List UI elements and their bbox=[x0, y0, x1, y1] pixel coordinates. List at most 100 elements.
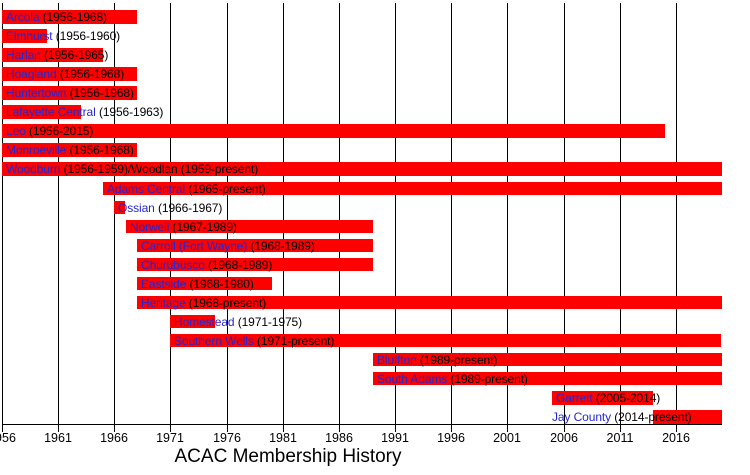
school-name-link[interactable]: Adams Central bbox=[107, 181, 189, 196]
timeline-bar bbox=[552, 391, 653, 405]
membership-years-text: (1956-1968) bbox=[69, 143, 134, 158]
gridline-1996 bbox=[451, 3, 452, 424]
membership-years-text: (1971-1975) bbox=[237, 314, 302, 329]
timeline-bar bbox=[2, 162, 722, 176]
x-axis-line bbox=[2, 424, 722, 425]
x-axis-tick-label: 1966 bbox=[100, 431, 128, 445]
gridline-2011 bbox=[620, 3, 621, 424]
school-name-link[interactable]: Ossian bbox=[118, 200, 158, 215]
timeline-row-label: Jay County (2014-present) bbox=[552, 410, 692, 424]
timeline-row-label: Ossian (1966-1967) bbox=[118, 201, 222, 215]
timeline-row-label: Bluffton (1989-present) bbox=[377, 353, 497, 367]
timeline-bar bbox=[653, 410, 722, 424]
membership-years-text: (2014-present) bbox=[614, 410, 692, 425]
x-axis-tick-label: 1991 bbox=[381, 431, 409, 445]
school-name-link[interactable]: Heritage bbox=[141, 295, 189, 310]
membership-years-text: (1971-present) bbox=[257, 333, 335, 348]
school-name-link[interactable]: Bluffton bbox=[377, 352, 420, 367]
x-axis-tick-label: 1961 bbox=[44, 431, 72, 445]
gridline-1991 bbox=[395, 3, 396, 424]
timeline-row-label: Garrett (2005-2014) bbox=[556, 391, 660, 405]
x-axis-tick bbox=[395, 424, 396, 432]
timeline-row-label: Heritage (1968-present) bbox=[141, 296, 266, 310]
timeline-row-label: South Adams (1989-present) bbox=[377, 372, 528, 386]
timeline-row-label: Elmhurst (1956-1960) bbox=[6, 29, 120, 43]
x-axis-tick-label: 1956 bbox=[0, 431, 16, 445]
x-axis-tick bbox=[339, 424, 340, 432]
school-name-link[interactable]: Jay County bbox=[552, 410, 615, 425]
membership-years-text: (1956-1959)/Woodlan (1959-present) bbox=[63, 162, 259, 177]
school-name-link[interactable]: South Adams bbox=[377, 371, 451, 386]
membership-years-text: (1968-1989) bbox=[207, 257, 273, 272]
x-axis-tick-label: 1971 bbox=[156, 431, 184, 445]
x-axis-tick-label: 2011 bbox=[606, 431, 634, 445]
school-name-link[interactable]: Monroeville bbox=[6, 143, 70, 158]
membership-years-text: (1968-1980) bbox=[189, 276, 254, 291]
school-name-link[interactable]: Elmhurst bbox=[6, 29, 56, 44]
timeline-bar bbox=[114, 200, 125, 214]
school-name-link[interactable]: Churubusco bbox=[141, 257, 208, 272]
membership-years-text: (1966-1967) bbox=[157, 200, 223, 215]
membership-years-text: (1956-1960) bbox=[55, 29, 121, 44]
timeline-bar bbox=[2, 67, 137, 81]
school-name-link[interactable]: Garrett bbox=[556, 391, 596, 405]
school-name-link[interactable]: Carroll (Fort Wayne) bbox=[141, 238, 251, 253]
timeline-bar bbox=[2, 105, 81, 119]
school-name-link[interactable]: Lafayette Central bbox=[6, 105, 99, 120]
membership-years-text: (1956-1963) bbox=[98, 105, 164, 120]
timeline-row-label: Adams Central (1965-present) bbox=[107, 182, 266, 196]
gridline-2006 bbox=[564, 3, 565, 424]
timeline-bar bbox=[2, 86, 137, 100]
membership-years-text: (1989-present) bbox=[419, 352, 498, 367]
school-name-link[interactable]: Harlan bbox=[6, 48, 44, 63]
timeline-row-label: Huntertown (1956-1968) bbox=[6, 86, 134, 100]
membership-years-text: (1956-2015) bbox=[28, 124, 94, 139]
x-axis-tick bbox=[170, 424, 171, 432]
gridline-2001 bbox=[507, 3, 508, 424]
timeline-bar bbox=[2, 124, 665, 138]
gridline-1956 bbox=[2, 3, 3, 424]
school-name-link[interactable]: Huntertown bbox=[6, 86, 70, 101]
school-name-link[interactable]: Homestead bbox=[174, 314, 238, 329]
timeline-bar bbox=[2, 10, 137, 24]
timeline-bar bbox=[373, 352, 722, 367]
gridline-1976 bbox=[227, 3, 228, 424]
school-name-link[interactable]: Southern Wells bbox=[174, 333, 257, 348]
x-axis-tick bbox=[620, 424, 621, 432]
timeline-row-label: Lafayette Central (1956-1963) bbox=[6, 105, 163, 119]
x-axis-tick bbox=[564, 424, 565, 432]
membership-years-text: (2005-2014) bbox=[595, 391, 661, 405]
timeline-row-label: Harlan (1956-1965) bbox=[6, 48, 108, 62]
membership-years-text: (1956-1968) bbox=[69, 86, 134, 101]
membership-years-text: (1989-present) bbox=[450, 371, 528, 386]
school-name-link[interactable]: Hoagland bbox=[6, 67, 60, 82]
membership-years-text: (1965-present) bbox=[188, 181, 266, 196]
x-axis-tick bbox=[676, 424, 677, 432]
school-name-link[interactable]: Eastside bbox=[141, 276, 190, 291]
timeline-bar bbox=[373, 371, 722, 386]
school-name-link[interactable]: Woodburn bbox=[6, 162, 64, 177]
x-axis-tick bbox=[2, 424, 3, 432]
school-name-link[interactable]: Arcola bbox=[6, 10, 43, 24]
timeline-bar bbox=[170, 314, 215, 329]
timeline-row-label: Arcola (1956-1968) bbox=[6, 10, 107, 24]
timeline-row-label: Norwell (1967-1989) bbox=[130, 220, 237, 234]
x-axis-tick bbox=[58, 424, 59, 432]
x-axis-tick-label: 2001 bbox=[493, 431, 521, 445]
x-axis-tick-label: 2006 bbox=[550, 431, 578, 445]
school-name-link[interactable]: Leo bbox=[6, 124, 29, 139]
x-axis-tick-label: 1981 bbox=[269, 431, 297, 445]
gridline-1981 bbox=[283, 3, 284, 424]
school-name-link[interactable]: Norwell bbox=[130, 219, 173, 234]
timeline-row-label: Hoagland (1956-1968) bbox=[6, 67, 124, 81]
x-axis-tick bbox=[114, 424, 115, 432]
membership-years-text: (1956-1968) bbox=[59, 67, 125, 82]
membership-years-text: (1968-1989) bbox=[250, 238, 315, 253]
timeline-bar bbox=[137, 276, 272, 291]
timeline-row-label: Homestead (1971-1975) bbox=[174, 315, 302, 329]
x-axis-tick bbox=[507, 424, 508, 432]
timeline-bar bbox=[170, 333, 721, 348]
x-axis-tick bbox=[227, 424, 228, 432]
timeline-bar bbox=[126, 219, 373, 234]
